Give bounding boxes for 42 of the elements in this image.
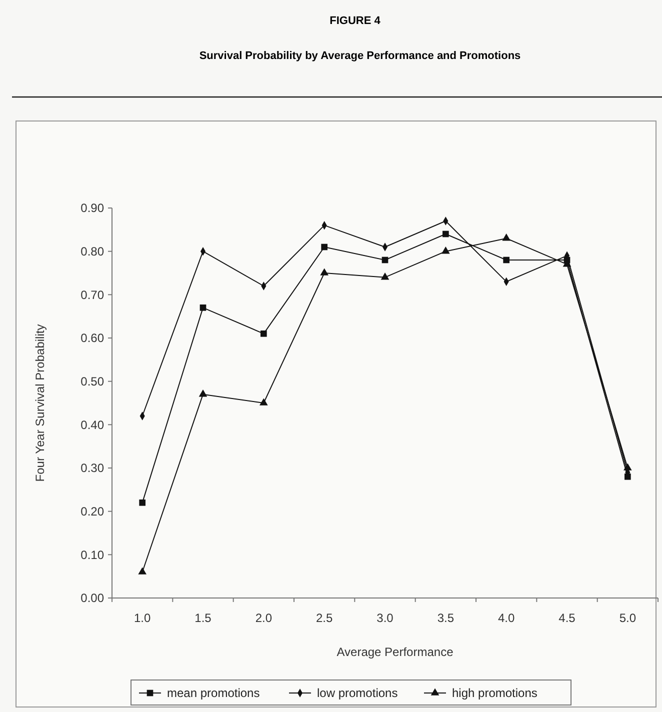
- point: [624, 474, 631, 480]
- point: [442, 246, 450, 254]
- point: [442, 230, 449, 238]
- y-axis-title: Four Year Survival Probability: [33, 324, 47, 482]
- point: [320, 268, 328, 276]
- x-tick-label: 2.5: [316, 611, 333, 625]
- x-tick-label: 4.0: [498, 611, 515, 625]
- x-tick-label: 3.5: [437, 611, 454, 625]
- x-axis-title: Average Performance: [336, 645, 454, 659]
- point: [380, 272, 390, 280]
- x-tick-label: 3.0: [376, 611, 394, 625]
- y-tick-label: 0.90: [80, 201, 104, 216]
- point: [502, 234, 510, 241]
- y-tick-label: 0.70: [80, 288, 104, 302]
- legend-label: mean promotions: [167, 686, 260, 700]
- y-tick-label: 0.00: [80, 591, 104, 606]
- point: [198, 390, 208, 397]
- y-tick-label: 0.20: [80, 504, 104, 519]
- point: [260, 330, 267, 337]
- x-tick-label: 4.5: [558, 611, 576, 625]
- x-tick-label: 5.0: [619, 611, 636, 625]
- y-tick-label: 0.80: [80, 244, 104, 259]
- point: [138, 567, 146, 574]
- x-tick-label: 2.0: [255, 611, 272, 625]
- x-tick-label: 1.5: [194, 611, 212, 625]
- point: [564, 256, 570, 264]
- chart-subtitle: Survival Probability by Average Performance and Promotions: [199, 50, 521, 62]
- point: [260, 398, 268, 406]
- x-tick-label: 1.0: [134, 611, 151, 625]
- y-tick-label: 0.30: [80, 461, 104, 476]
- point: [321, 244, 328, 250]
- y-tick-label: 0.50: [80, 374, 104, 389]
- y-tick-label: 0.60: [80, 331, 104, 346]
- legend-label: high promotions: [452, 686, 538, 700]
- legend-label: low promotions: [317, 686, 398, 700]
- point: [139, 500, 146, 506]
- y-tick-label: 0.10: [80, 548, 104, 562]
- chart-title: FIGURE 4: [330, 15, 382, 27]
- point: [503, 256, 510, 264]
- y-tick-label: 0.40: [80, 418, 104, 432]
- point: [382, 256, 388, 264]
- point: [200, 304, 206, 311]
